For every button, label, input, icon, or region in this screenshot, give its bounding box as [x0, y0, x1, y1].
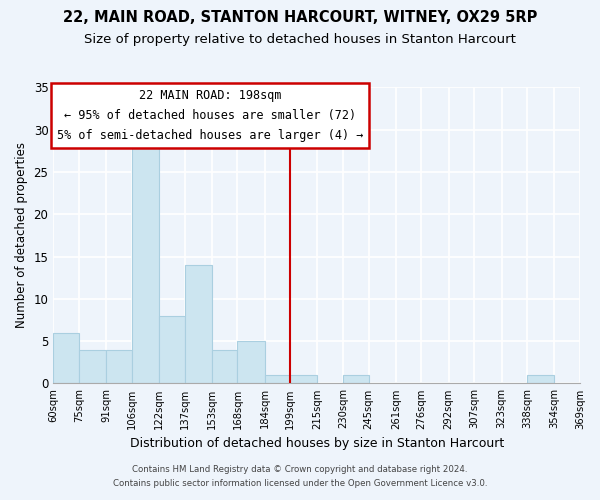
Bar: [106, 350, 132, 384]
Y-axis label: Number of detached properties: Number of detached properties: [15, 142, 28, 328]
Bar: [343, 375, 368, 384]
Text: Size of property relative to detached houses in Stanton Harcourt: Size of property relative to detached ho…: [84, 32, 516, 46]
Bar: [159, 316, 185, 384]
Bar: [290, 375, 317, 384]
Bar: [132, 138, 159, 384]
Bar: [527, 375, 554, 384]
Bar: [238, 341, 265, 384]
Bar: [212, 350, 238, 384]
Bar: [265, 375, 290, 384]
X-axis label: Distribution of detached houses by size in Stanton Harcourt: Distribution of detached houses by size …: [130, 437, 504, 450]
Text: 22, MAIN ROAD, STANTON HARCOURT, WITNEY, OX29 5RP: 22, MAIN ROAD, STANTON HARCOURT, WITNEY,…: [63, 10, 537, 25]
Bar: [79, 350, 106, 384]
Text: 22 MAIN ROAD: 198sqm
← 95% of detached houses are smaller (72)
5% of semi-detach: 22 MAIN ROAD: 198sqm ← 95% of detached h…: [57, 89, 363, 142]
Bar: [53, 332, 79, 384]
Text: Contains HM Land Registry data © Crown copyright and database right 2024.
Contai: Contains HM Land Registry data © Crown c…: [113, 466, 487, 487]
Bar: [185, 265, 212, 384]
